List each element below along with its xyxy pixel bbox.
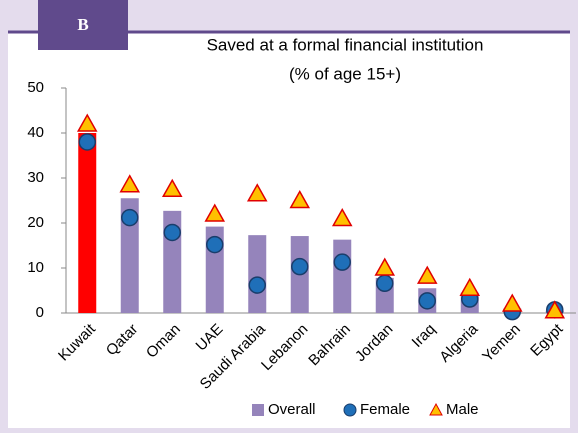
female-marker — [333, 253, 351, 271]
legend-swatch — [252, 404, 264, 416]
bar — [248, 235, 267, 313]
y-tick-label: 30 — [27, 169, 44, 186]
male-marker — [204, 203, 226, 222]
y-tick-label: 10 — [27, 259, 44, 276]
y-tick-label: 20 — [27, 214, 44, 231]
y-tick-label: 0 — [36, 304, 44, 321]
male-marker — [544, 300, 566, 319]
chart-title: Saved at a formal financial institution — [207, 35, 484, 54]
male-marker — [374, 257, 396, 276]
female-marker — [78, 133, 96, 151]
male-marker — [501, 293, 523, 312]
legend-label: Female — [360, 401, 410, 418]
male-marker — [289, 189, 311, 209]
male-marker — [161, 178, 183, 197]
male-marker — [416, 265, 438, 284]
bar — [78, 133, 97, 313]
panel — [8, 32, 570, 428]
female-marker — [291, 257, 309, 276]
female-marker — [418, 292, 436, 310]
legend-swatch — [343, 403, 357, 417]
y-tick-label: 40 — [27, 124, 44, 141]
female-marker — [163, 223, 181, 242]
female-marker — [206, 235, 224, 254]
legend-swatch — [429, 402, 443, 416]
female-marker — [248, 276, 266, 294]
chart-subtitle: (% of age 15+) — [289, 64, 401, 83]
legend-label: Male — [446, 401, 479, 418]
panel-label: B — [77, 15, 88, 34]
panel-label-box — [38, 0, 128, 50]
male-marker — [246, 183, 268, 202]
legend-label: Overall — [268, 401, 316, 418]
bar — [120, 198, 139, 313]
y-tick-label: 50 — [27, 79, 44, 96]
male-marker — [459, 277, 481, 296]
male-marker — [76, 113, 98, 132]
male-marker — [119, 174, 141, 193]
female-marker — [376, 274, 394, 293]
bar — [333, 239, 352, 313]
female-marker — [121, 208, 139, 227]
male-marker — [331, 207, 353, 227]
